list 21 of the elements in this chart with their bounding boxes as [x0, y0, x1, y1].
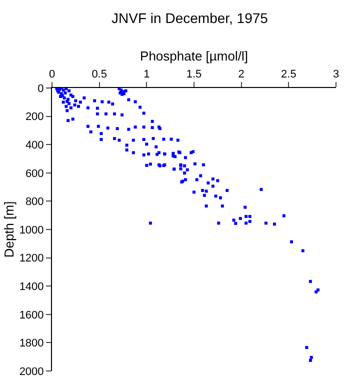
- x-tick-label: 1.5: [186, 68, 202, 81]
- y-tick-label: 200: [25, 111, 44, 124]
- y-axis-title: Depth [m]: [1, 201, 16, 258]
- y-tick-label: 2000: [19, 366, 44, 378]
- chart-title: JNVF in December, 1975: [112, 10, 268, 26]
- x-tick-label: 2: [238, 68, 244, 81]
- y-tick-label: 1200: [19, 252, 44, 265]
- x-tick-label: 0.5: [92, 68, 107, 81]
- y-tick-label: 1600: [19, 309, 44, 322]
- y-tick-label: 600: [25, 168, 44, 180]
- x-tick-label: 3: [332, 68, 340, 81]
- y-tick-label: 0: [38, 82, 44, 95]
- y-tick-label: 400: [25, 139, 44, 152]
- x-axis-title: Phosphate [µmol/l]: [140, 48, 248, 64]
- y-tick-label: 1800: [19, 338, 44, 350]
- y-tick-label: 1000: [19, 224, 44, 236]
- y-tick-label: 800: [25, 196, 44, 208]
- x-tick-label: 2.5: [281, 68, 296, 81]
- y-tick-label: 1400: [19, 280, 44, 293]
- x-tick-label: 0: [48, 68, 56, 81]
- x-tick-label: 1: [144, 68, 150, 81]
